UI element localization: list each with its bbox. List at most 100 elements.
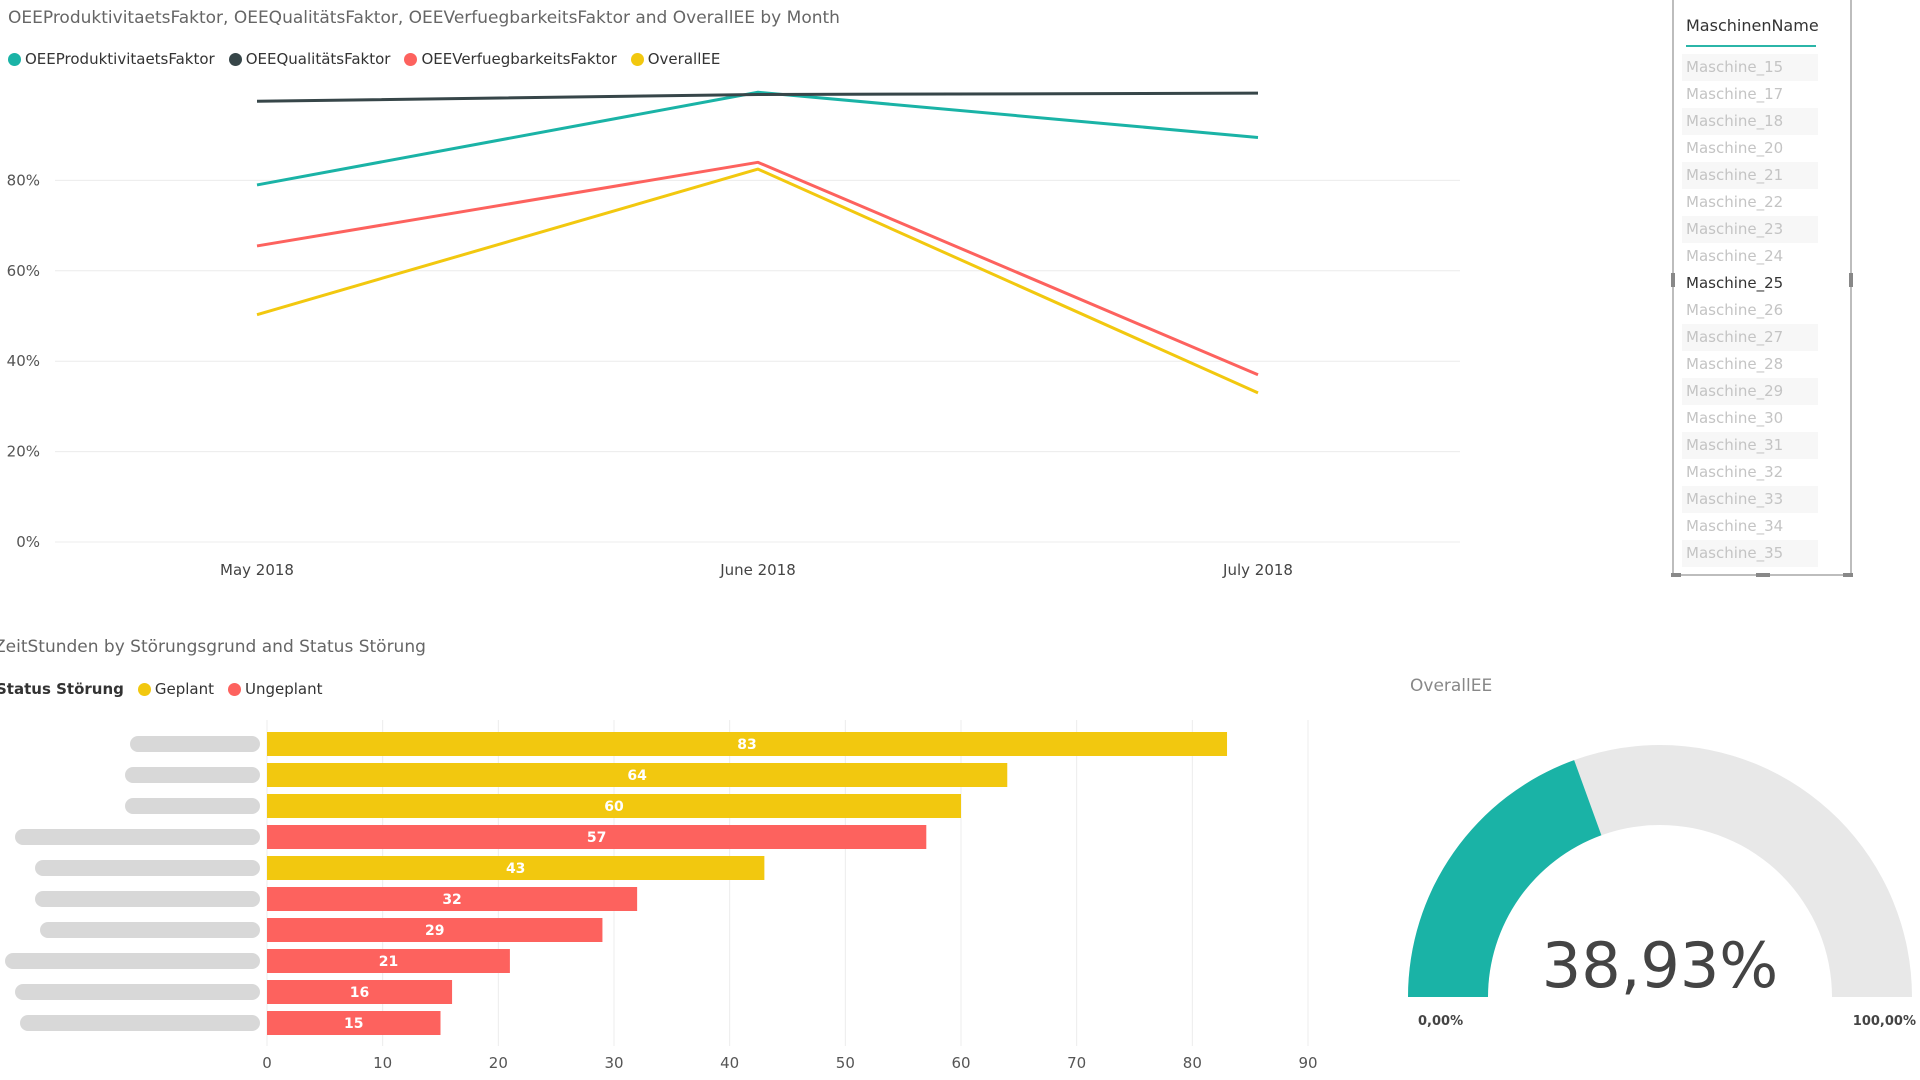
slicer-item[interactable]: Maschine_34 bbox=[1682, 513, 1818, 540]
maschinen-slicer[interactable]: MaschinenName Maschine_15 Maschine_17 Masc… bbox=[1671, 0, 1853, 577]
bar bbox=[267, 732, 1228, 756]
legend-dot-icon bbox=[137, 682, 151, 696]
legend-label: Ungeplant bbox=[245, 680, 323, 698]
slicer-item[interactable]: Maschine_27 bbox=[1682, 324, 1818, 351]
resize-handle-icon[interactable] bbox=[1849, 273, 1853, 287]
corner-handle-icon[interactable] bbox=[1671, 573, 1681, 577]
y-tick-label: 80% bbox=[7, 171, 40, 189]
series-line-OverallEE bbox=[256, 167, 1259, 395]
slicer-item[interactable]: Maschine_28 bbox=[1682, 351, 1818, 378]
gauge-value-arc bbox=[1408, 760, 1602, 997]
legend-label: OEEQualitätsFaktor bbox=[245, 50, 391, 68]
bar-data-label: 16 bbox=[350, 985, 369, 1001]
blurred-category-label bbox=[20, 1015, 260, 1031]
corner-handle-icon[interactable] bbox=[1843, 573, 1853, 577]
blurred-category-label bbox=[125, 767, 260, 783]
bar bbox=[267, 949, 510, 973]
slicer-item[interactable]: Maschine_18 bbox=[1682, 108, 1818, 135]
bar bbox=[267, 794, 961, 818]
bar bbox=[267, 763, 1008, 787]
x-tick-label: May 2018 bbox=[220, 561, 294, 579]
slicer-item[interactable]: Maschine_26 bbox=[1682, 297, 1818, 324]
y-tick-label: 40% bbox=[7, 352, 40, 370]
slicer-item[interactable]: Maschine_31 bbox=[1682, 432, 1818, 459]
slicer-item[interactable]: Maschine_21 bbox=[1682, 162, 1818, 189]
slicer-header: MaschinenName bbox=[1686, 16, 1819, 47]
legend-item-ungeplant[interactable]: Ungeplant bbox=[228, 680, 323, 698]
blurred-category-label bbox=[15, 984, 260, 1000]
bar-data-label: 64 bbox=[627, 768, 647, 784]
blurred-category-label bbox=[125, 798, 260, 814]
bar-data-label: 43 bbox=[506, 861, 525, 877]
bar bbox=[267, 887, 638, 911]
bar bbox=[267, 1011, 441, 1035]
legend-dot-icon bbox=[228, 52, 242, 66]
y-tick-label: 60% bbox=[7, 262, 40, 280]
slicer-item[interactable]: Maschine_17 bbox=[1682, 81, 1818, 108]
slicer-item[interactable]: Maschine_25 bbox=[1682, 270, 1818, 297]
legend-item-geplant[interactable]: Geplant bbox=[137, 680, 214, 698]
bar-chart-legend: Status Störung Geplant Ungeplant bbox=[0, 680, 337, 698]
bar-data-label: 29 bbox=[425, 923, 444, 939]
blurred-category-label bbox=[5, 953, 260, 969]
legend-dot-icon bbox=[228, 682, 241, 696]
slicer-item[interactable]: Maschine_35 bbox=[1682, 540, 1818, 567]
series-line-OEEQualitätsFaktor bbox=[256, 91, 1259, 103]
series-line-OEEProduktivitaetsFaktor bbox=[256, 90, 1259, 187]
blurred-category-label bbox=[40, 922, 260, 938]
slicer-item[interactable]: Maschine_33 bbox=[1682, 486, 1818, 513]
legend-item-verfuegbarkeit[interactable]: OEEVerfuegbarkeitsFaktor bbox=[404, 50, 617, 68]
x-tick-label: 40 bbox=[720, 1054, 739, 1072]
slicer-item[interactable]: Maschine_32 bbox=[1682, 459, 1818, 486]
line-chart-title: OEEProduktivitaetsFaktor, OEEQualitätsFa… bbox=[8, 8, 840, 28]
slicer-item[interactable]: Maschine_22 bbox=[1682, 189, 1818, 216]
blurred-category-label bbox=[15, 829, 260, 845]
slicer-item[interactable]: Maschine_24 bbox=[1682, 243, 1818, 270]
x-tick-label: July 2018 bbox=[1222, 561, 1293, 579]
x-tick-label: June 2018 bbox=[719, 561, 796, 579]
slicer-item[interactable]: Maschine_23 bbox=[1682, 216, 1818, 243]
series-line-OEEVerfuegbarkeitsFaktor bbox=[256, 160, 1259, 377]
legend-dot-icon bbox=[8, 52, 21, 66]
blurred-category-label bbox=[130, 736, 260, 752]
x-tick-label: 0 bbox=[262, 1054, 272, 1072]
legend-item-produktivitaet[interactable]: OEEProduktivitaetsFaktor bbox=[8, 50, 215, 68]
resize-handle-icon[interactable] bbox=[1756, 573, 1770, 577]
legend-label: OverallEE bbox=[647, 50, 721, 68]
blurred-category-label bbox=[35, 860, 260, 876]
gauge-chart[interactable]: 38,93% 0,00% 100,00% bbox=[1400, 720, 1920, 1040]
x-tick-label: 30 bbox=[604, 1054, 623, 1072]
slicer-item[interactable]: Maschine_30 bbox=[1682, 405, 1818, 432]
gauge-title: OverallEE bbox=[1410, 676, 1493, 696]
bar-data-label: 57 bbox=[587, 830, 606, 846]
slicer-item[interactable]: Maschine_15 bbox=[1682, 54, 1818, 81]
bar bbox=[267, 825, 927, 849]
x-tick-label: 60 bbox=[951, 1054, 970, 1072]
x-tick-label: 10 bbox=[373, 1054, 392, 1072]
legend-label: Geplant bbox=[154, 680, 214, 698]
line-chart[interactable]: 0% 20% 40% 60% 80% May 2018 June 2018 July 2018 bbox=[0, 80, 1480, 600]
y-tick-label: 20% bbox=[7, 443, 40, 461]
gauge-min-label: 0,00% bbox=[1418, 1014, 1463, 1029]
bar-chart-title: ZeitStunden by Störungsgrund and Status … bbox=[0, 637, 426, 657]
gauge-max-label: 100,00% bbox=[1853, 1014, 1916, 1029]
slicer-item[interactable]: Maschine_29 bbox=[1682, 378, 1818, 405]
x-tick-label: 80 bbox=[1183, 1054, 1202, 1072]
legend-item-qualitaet[interactable]: OEEQualitätsFaktor bbox=[228, 50, 391, 68]
blurred-category-label bbox=[35, 891, 260, 907]
legend-dot-icon bbox=[630, 52, 644, 66]
gauge-value-label: 38,93% bbox=[1542, 929, 1778, 1002]
bar-data-label: 83 bbox=[737, 737, 756, 753]
line-chart-legend: OEEProduktivitaetsFaktor OEEQualitätsFak… bbox=[8, 50, 734, 68]
bar-data-label: 32 bbox=[442, 892, 461, 908]
resize-handle-icon[interactable] bbox=[1671, 273, 1675, 287]
y-tick-label: 0% bbox=[16, 533, 40, 551]
bar bbox=[267, 856, 765, 880]
slicer-item[interactable]: Maschine_20 bbox=[1682, 135, 1818, 162]
slicer-list[interactable]: Maschine_15 Maschine_17 Maschine_18 Maschin… bbox=[1682, 54, 1818, 567]
legend-label: OEEProduktivitaetsFaktor bbox=[25, 50, 215, 68]
bar bbox=[267, 980, 453, 1004]
bar-data-label: 15 bbox=[344, 1016, 363, 1032]
legend-item-overallee[interactable]: OverallEE bbox=[630, 50, 721, 68]
